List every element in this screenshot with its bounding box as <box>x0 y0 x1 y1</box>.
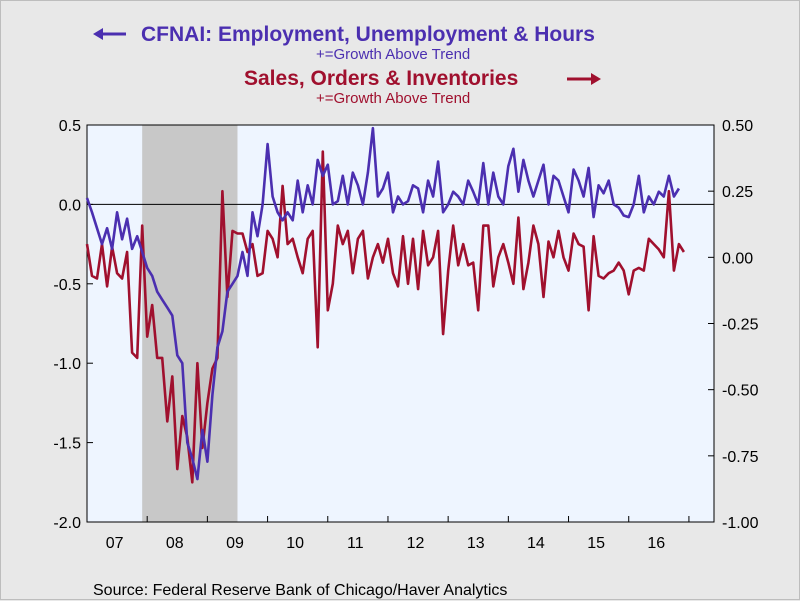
x-tick-label: 16 <box>647 535 665 552</box>
right-axis: 0.50 0.25 0.00 -0.25 -0.50 -0.75 -1.00 <box>708 118 759 532</box>
left-tick-label: -1.5 <box>53 436 81 453</box>
right-tick-label: 0.50 <box>722 118 753 135</box>
left-axis: 0.5 0.0 -0.5 -1.0 -1.5 -2.0 <box>53 118 93 532</box>
left-tick-label: -1.0 <box>53 356 81 373</box>
left-tick-label: 0.5 <box>59 118 81 135</box>
legend-left-arrow-head <box>93 28 103 40</box>
x-tick-label: 11 <box>347 535 364 552</box>
right-tick-label: -0.50 <box>722 383 759 400</box>
left-tick-label: -2.0 <box>53 515 81 532</box>
x-tick-label: 12 <box>407 535 425 552</box>
right-tick-label: 0.00 <box>722 250 753 267</box>
legend-right: Sales, Orders & Inventories +=Growth Abo… <box>244 67 601 107</box>
x-tick-label: 14 <box>527 535 545 552</box>
x-tick-label: 13 <box>467 535 485 552</box>
subtitle-left: +=Growth Above Trend <box>316 46 470 63</box>
series-employment-unemployment-hours <box>85 126 681 481</box>
left-tick-label: 0.0 <box>59 197 81 214</box>
legend-right-arrow-head <box>591 73 601 85</box>
x-tick-label: 07 <box>106 535 124 552</box>
title-left: CFNAI: Employment, Unemployment & Hours <box>141 23 595 46</box>
source-note: Source: Federal Reserve Bank of Chicago/… <box>93 582 507 599</box>
right-tick-label: -1.00 <box>722 515 759 532</box>
right-tick-label: 0.25 <box>722 184 753 201</box>
x-tick-label: 08 <box>166 535 184 552</box>
x-tick-label: 15 <box>587 535 605 552</box>
x-tick-label: 09 <box>226 535 244 552</box>
right-tick-label: -0.75 <box>722 449 759 466</box>
x-axis: 07 08 09 10 11 12 13 14 15 16 <box>106 516 690 552</box>
title-right: Sales, Orders & Inventories <box>244 67 518 90</box>
legend-left: CFNAI: Employment, Unemployment & Hours … <box>93 23 595 63</box>
right-tick-label: -0.25 <box>722 317 759 334</box>
subtitle-right: +=Growth Above Trend <box>316 90 470 107</box>
left-tick-label: -0.5 <box>53 277 81 294</box>
x-tick-label: 10 <box>286 535 304 552</box>
